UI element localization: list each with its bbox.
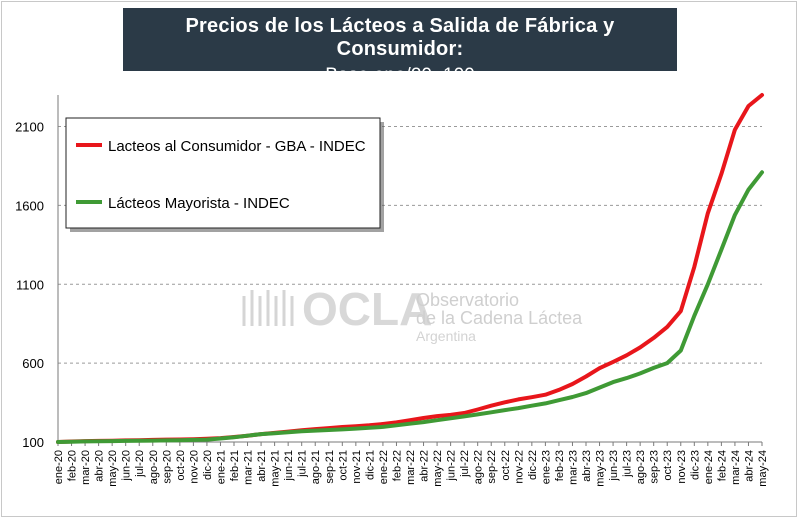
x-tick-label: mar-21 xyxy=(243,450,255,485)
x-tick-label: mar-23 xyxy=(567,450,579,485)
x-tick-label: jul-21 xyxy=(297,450,309,478)
legend-label-mayorista: Lácteos Mayorista - INDEC xyxy=(108,195,290,212)
x-tick-label: nov-22 xyxy=(513,450,525,484)
legend-box xyxy=(65,117,381,229)
x-tick-label: sep-22 xyxy=(486,450,498,484)
x-tick-label: may-24 xyxy=(757,450,769,487)
x-tick-label: jul-23 xyxy=(622,450,634,478)
y-tick-label: 1100 xyxy=(16,277,44,292)
x-tick-label: jul-20 xyxy=(134,450,146,478)
y-tick-label: 1600 xyxy=(15,198,44,213)
x-tick-label: ene-22 xyxy=(378,450,390,484)
watermark-line2: de la Cadena Láctea xyxy=(416,308,583,328)
x-tick-label: nov-21 xyxy=(351,450,363,484)
x-tick-label: may-20 xyxy=(107,450,119,487)
ocla-logo-mark xyxy=(242,290,294,326)
title-box: Precios de los Lácteos a Salida de Fábri… xyxy=(123,8,677,86)
x-tick-label: dic-22 xyxy=(527,450,539,480)
y-tick-label: 100 xyxy=(22,435,44,450)
watermark-line3: Argentina xyxy=(416,328,476,344)
x-tick-label: abr-22 xyxy=(419,450,431,482)
x-tick-label: ago-21 xyxy=(310,450,322,484)
x-tick-label: oct-23 xyxy=(662,450,674,481)
x-tick-label: mar-22 xyxy=(405,450,417,485)
x-tick-label: ene-23 xyxy=(540,450,552,484)
watermark-line1: Observatorio xyxy=(416,290,519,310)
y-tick-label: 2100 xyxy=(15,120,44,135)
x-tick-label: dic-20 xyxy=(202,450,214,480)
x-tick-label: nov-23 xyxy=(676,450,688,484)
x-tick-label: abr-23 xyxy=(581,450,593,482)
series-line-1 xyxy=(56,170,764,444)
x-tick-label: ago-20 xyxy=(148,450,160,484)
x-tick-label: feb-20 xyxy=(67,450,79,481)
x-tick-label: dic-23 xyxy=(689,450,701,480)
x-tick-label: jun-21 xyxy=(283,450,295,482)
x-tick-label: sep-23 xyxy=(649,450,661,484)
x-tick-label: abr-21 xyxy=(256,450,268,482)
x-tick-label: ago-23 xyxy=(635,450,647,484)
x-tick-label: ene-21 xyxy=(215,450,227,484)
x-tick-label: oct-20 xyxy=(175,450,187,481)
chart-title: Precios de los Lácteos a Salida de Fábri… xyxy=(185,15,615,60)
x-tick-label: feb-23 xyxy=(554,450,566,481)
x-tick-label: jun-23 xyxy=(608,450,620,482)
x-tick-label: jul-22 xyxy=(459,450,471,478)
x-tick-label: feb-21 xyxy=(229,450,241,481)
x-tick-label: abr-24 xyxy=(743,450,755,482)
x-tick-label: may-22 xyxy=(432,450,444,487)
x-tick-label: may-23 xyxy=(595,450,607,487)
x-tick-label: oct-21 xyxy=(337,450,349,481)
watermark-logo-text: OCLA xyxy=(302,283,432,335)
x-tick-label: sep-20 xyxy=(161,450,173,484)
chart-subtitle: Base ene/20=100 xyxy=(325,65,475,86)
series-lines xyxy=(56,93,764,444)
x-tick-label: jun-20 xyxy=(121,450,133,482)
x-tick-label: nov-20 xyxy=(188,450,200,484)
x-tick-label: dic-21 xyxy=(364,450,376,480)
legend-label-consumidor: Lacteos al Consumidor - GBA - INDEC xyxy=(108,138,366,155)
x-tick-label: feb-22 xyxy=(391,450,403,481)
x-tick-label: oct-22 xyxy=(500,450,512,481)
x-tick-label: feb-24 xyxy=(716,450,728,481)
x-tick-label: mar-20 xyxy=(80,450,92,485)
x-tick-label: jun-22 xyxy=(446,450,458,482)
x-tick-label: ene-24 xyxy=(703,450,715,484)
ocla-watermark: OCLA Observatorio de la Cadena Láctea Ar… xyxy=(242,283,583,344)
x-tick-label: sep-21 xyxy=(324,450,336,484)
legend: Lacteos al Consumidor - GBA - INDEC Láct… xyxy=(65,117,384,232)
x-tick-label: may-21 xyxy=(270,450,282,487)
x-tick-label: abr-20 xyxy=(94,450,106,482)
x-tick-label: ene-20 xyxy=(53,450,65,484)
x-tick-label: ago-22 xyxy=(473,450,485,484)
x-tick-label: mar-24 xyxy=(730,450,742,485)
y-tick-label: 600 xyxy=(22,356,44,371)
